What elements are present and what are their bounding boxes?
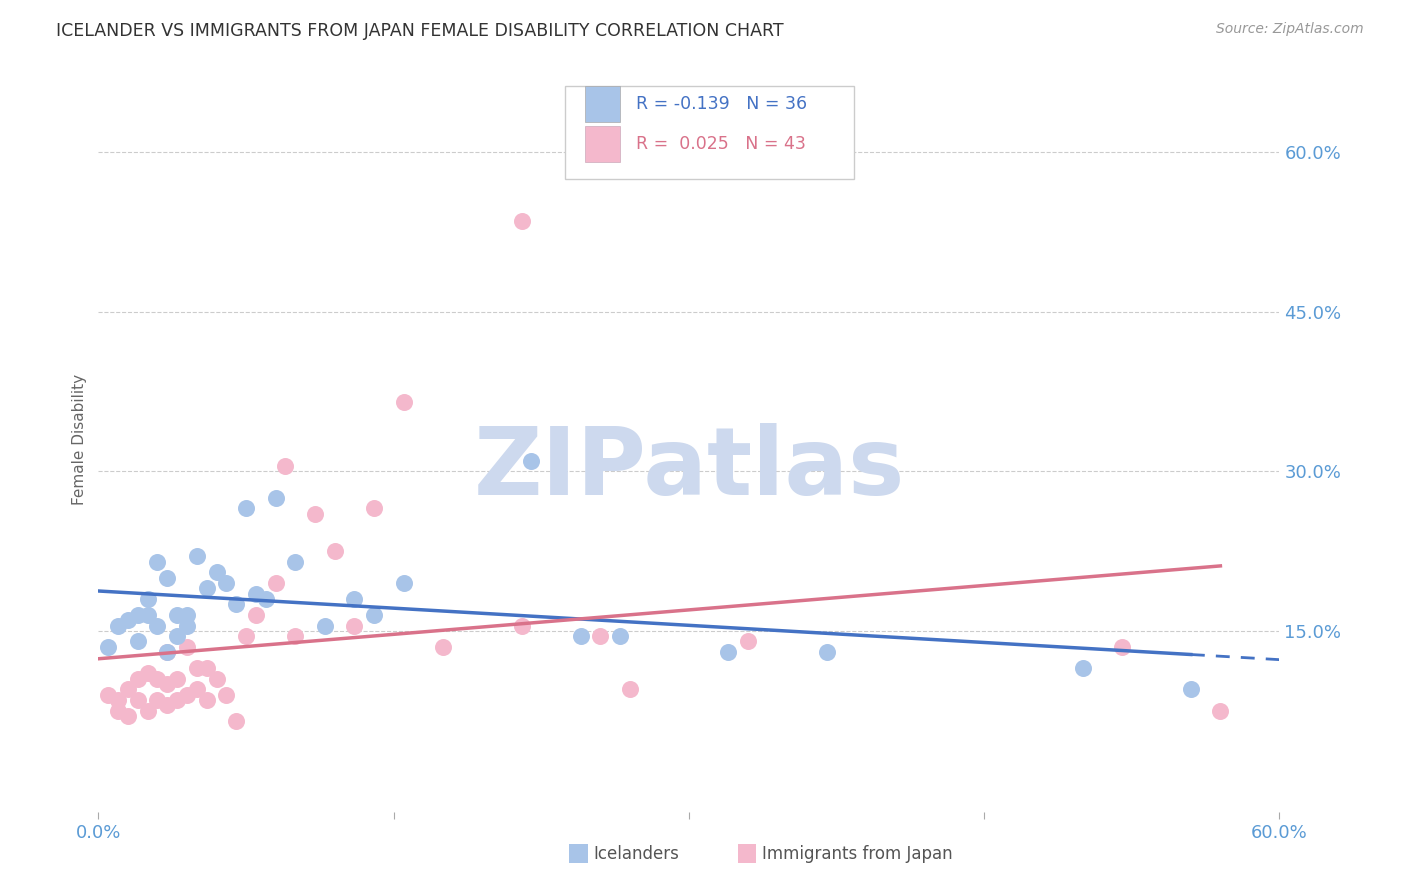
Point — [274, 458, 297, 473]
Text: ZIPatlas: ZIPatlas — [474, 423, 904, 515]
Point — [205, 566, 228, 580]
Point — [127, 607, 149, 622]
Point — [117, 613, 139, 627]
Point — [186, 661, 208, 675]
Point — [215, 576, 238, 591]
Text: Source: ZipAtlas.com: Source: ZipAtlas.com — [1216, 22, 1364, 37]
Point — [392, 395, 415, 409]
Point — [107, 693, 129, 707]
FancyBboxPatch shape — [565, 86, 855, 178]
Point — [225, 597, 247, 611]
Point — [510, 214, 533, 228]
Point — [117, 709, 139, 723]
Point — [166, 607, 188, 622]
Point — [284, 629, 307, 643]
Point — [343, 618, 366, 632]
Point — [176, 618, 198, 632]
Point — [107, 618, 129, 632]
Point — [166, 672, 188, 686]
Point — [127, 693, 149, 707]
Point — [146, 672, 169, 686]
Point — [136, 704, 159, 718]
Point — [156, 698, 179, 713]
Text: R =  0.025   N = 43: R = 0.025 N = 43 — [636, 136, 806, 153]
Point — [1071, 661, 1094, 675]
Point — [245, 586, 267, 600]
Point — [304, 507, 326, 521]
Point — [176, 688, 198, 702]
Point — [235, 501, 257, 516]
Point — [127, 672, 149, 686]
Point — [195, 661, 218, 675]
Point — [127, 634, 149, 648]
Point — [510, 618, 533, 632]
Point — [363, 501, 385, 516]
Point — [146, 618, 169, 632]
Point — [284, 555, 307, 569]
Text: ICELANDER VS IMMIGRANTS FROM JAPAN FEMALE DISABILITY CORRELATION CHART: ICELANDER VS IMMIGRANTS FROM JAPAN FEMAL… — [56, 22, 785, 40]
Point — [619, 682, 641, 697]
Point — [1180, 682, 1202, 697]
Point — [392, 576, 415, 591]
Point — [156, 677, 179, 691]
Point — [314, 618, 336, 632]
Point — [343, 591, 366, 606]
Text: R = -0.139   N = 36: R = -0.139 N = 36 — [636, 95, 807, 113]
Point — [432, 640, 454, 654]
Point — [1209, 704, 1232, 718]
Point — [97, 688, 120, 702]
Point — [156, 645, 179, 659]
Point — [264, 491, 287, 505]
Point — [146, 693, 169, 707]
Point — [136, 607, 159, 622]
Point — [166, 693, 188, 707]
Point — [254, 591, 277, 606]
FancyBboxPatch shape — [585, 86, 620, 122]
Point — [107, 704, 129, 718]
Point — [136, 666, 159, 681]
Point — [117, 682, 139, 697]
Point — [235, 629, 257, 643]
Point — [215, 688, 238, 702]
Text: Immigrants from Japan: Immigrants from Japan — [762, 845, 953, 863]
FancyBboxPatch shape — [585, 127, 620, 162]
Point — [156, 645, 179, 659]
Point — [737, 634, 759, 648]
Point — [176, 607, 198, 622]
Point — [1111, 640, 1133, 654]
Point — [186, 682, 208, 697]
Point — [195, 582, 218, 596]
Point — [156, 571, 179, 585]
Point — [186, 549, 208, 564]
Point — [323, 544, 346, 558]
Point — [225, 714, 247, 729]
Point — [569, 629, 592, 643]
Point — [363, 607, 385, 622]
Point — [815, 645, 838, 659]
Point — [136, 591, 159, 606]
Point — [717, 645, 740, 659]
Point — [264, 576, 287, 591]
Point — [166, 629, 188, 643]
Point — [195, 693, 218, 707]
Point — [245, 607, 267, 622]
Point — [589, 629, 612, 643]
Point — [146, 555, 169, 569]
Text: Icelanders: Icelanders — [593, 845, 679, 863]
Y-axis label: Female Disability: Female Disability — [72, 374, 87, 505]
Point — [97, 640, 120, 654]
Point — [205, 672, 228, 686]
Point — [609, 629, 631, 643]
Point — [176, 640, 198, 654]
Point — [520, 453, 543, 467]
